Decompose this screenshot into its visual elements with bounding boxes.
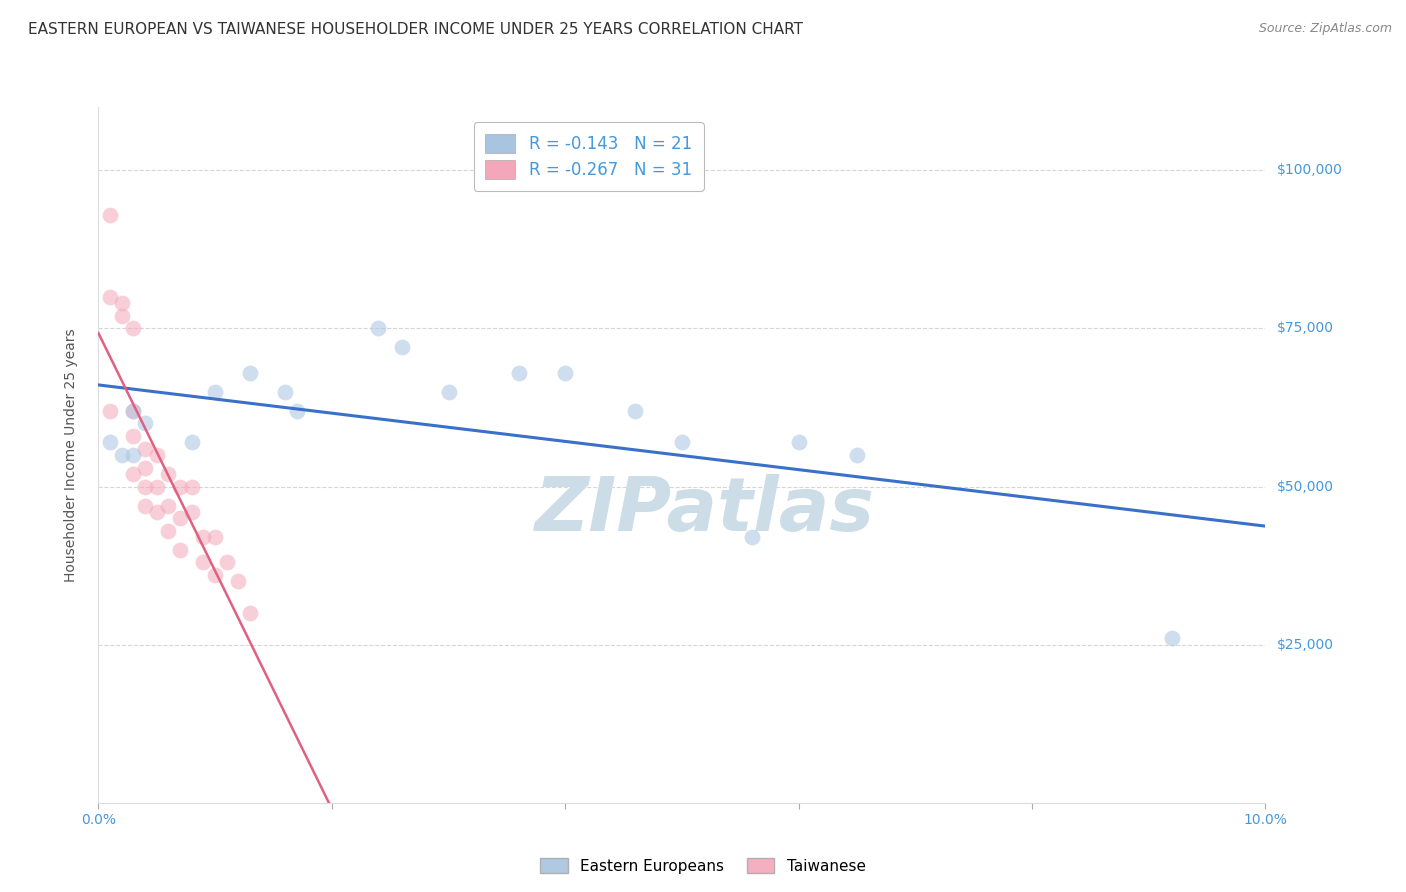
Point [122, 429, 145, 443]
Point [624, 403, 647, 417]
Point [180, 435, 202, 450]
Text: $50,000: $50,000 [1277, 480, 1333, 493]
Text: $100,000: $100,000 [1277, 163, 1343, 178]
Point [204, 530, 226, 544]
Point [122, 403, 145, 417]
Point [157, 467, 180, 481]
Point [169, 479, 191, 493]
Text: Source: ZipAtlas.com: Source: ZipAtlas.com [1258, 22, 1392, 36]
Point [554, 366, 576, 380]
Point [787, 435, 810, 450]
Point [111, 448, 134, 462]
Point [157, 524, 180, 538]
Point [134, 417, 156, 431]
Point [508, 366, 530, 380]
Point [111, 309, 134, 323]
Point [239, 606, 262, 620]
Point [122, 448, 145, 462]
Text: $75,000: $75,000 [1277, 321, 1333, 335]
Point [122, 321, 145, 335]
Point [146, 448, 169, 462]
Point [98, 403, 121, 417]
Point [215, 556, 238, 570]
Point [157, 499, 180, 513]
Point [180, 505, 202, 519]
Point [367, 321, 389, 335]
Point [204, 568, 226, 582]
Point [1161, 632, 1184, 646]
Point [671, 435, 693, 450]
Point [146, 505, 169, 519]
Point [391, 340, 413, 354]
Y-axis label: Householder Income Under 25 years: Householder Income Under 25 years [63, 328, 77, 582]
Point [134, 479, 156, 493]
Text: $25,000: $25,000 [1277, 638, 1333, 652]
Point [169, 511, 191, 525]
Point [98, 208, 121, 222]
Point [134, 442, 156, 456]
Point [239, 366, 262, 380]
Point [169, 542, 191, 557]
Text: EASTERN EUROPEAN VS TAIWANESE HOUSEHOLDER INCOME UNDER 25 YEARS CORRELATION CHAR: EASTERN EUROPEAN VS TAIWANESE HOUSEHOLDE… [28, 22, 803, 37]
Point [193, 530, 215, 544]
Point [122, 467, 145, 481]
Legend: R = -0.143   N = 21, R = -0.267   N = 31: R = -0.143 N = 21, R = -0.267 N = 31 [474, 122, 703, 191]
Point [845, 448, 868, 462]
Point [274, 384, 297, 399]
Point [122, 403, 145, 417]
Point [134, 499, 156, 513]
Point [98, 290, 121, 304]
Point [134, 460, 156, 475]
Point [204, 384, 226, 399]
Point [285, 403, 308, 417]
Text: ZIPatlas: ZIPatlas [536, 474, 876, 547]
Point [437, 384, 460, 399]
Point [111, 296, 134, 310]
Point [741, 530, 763, 544]
Point [180, 479, 202, 493]
Legend: Eastern Europeans, Taiwanese: Eastern Europeans, Taiwanese [534, 852, 872, 880]
Point [146, 479, 169, 493]
Point [228, 574, 250, 589]
Point [193, 556, 215, 570]
Point [98, 435, 121, 450]
